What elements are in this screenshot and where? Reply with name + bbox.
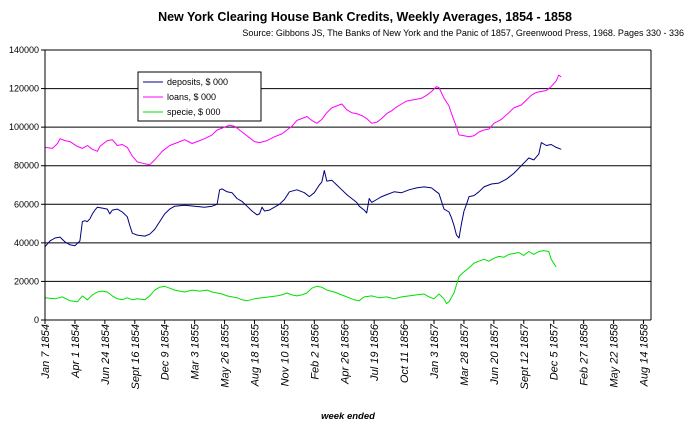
x-tick-label: Jun 20 1857 [489, 323, 501, 385]
chart-subtitle: Source: Gibbons JS, The Banks of New Yor… [242, 28, 684, 38]
x-tick-label: Mar 28 1857 [459, 323, 471, 386]
x-tick-label: Jun 24 1854 [100, 324, 112, 386]
x-tick-label: Dec 5 1857 [549, 323, 561, 380]
plot-area [44, 49, 652, 321]
x-tick-label: Feb 2 1856 [309, 323, 321, 380]
x-tick-label: Aug 14 1858 [639, 323, 651, 387]
x-tick-label: Aug 18 1855 [249, 323, 261, 387]
legend-box [137, 71, 262, 122]
y-tick-label: 20000 [14, 276, 39, 286]
legend-entry: loans, $ 000 [167, 92, 216, 102]
y-tick-label: 40000 [14, 238, 39, 248]
x-tick-label: Sept 12 1857 [519, 323, 531, 389]
x-tick-label: Jan 3 1857 [429, 323, 441, 379]
y-axis-ticks: 0 20000 40000 60000 80000 100000 120000 140000 [9, 45, 45, 325]
y-tick-label: 120000 [9, 84, 39, 94]
x-tick-label: Jan 7 1854 [40, 324, 52, 379]
series-line-2 [44, 250, 557, 305]
legend: deposits, $ 000 loans, $ 000 specie, $ 000 [137, 71, 262, 122]
x-tick-label: Oct 11 1856 [399, 323, 411, 383]
x-tick-label: Nov 10 1855 [279, 323, 291, 386]
series-lines [44, 74, 562, 305]
series-line-0 [44, 142, 562, 248]
x-tick-label: May 22 1858 [609, 323, 621, 387]
x-axis-ticks: Jan 7 1854 Apr 1 1854 Jun 24 1854 Sept 16 1… [40, 320, 651, 389]
y-tick-label: 0 [34, 315, 39, 325]
legend-entry: specie, $ 000 [167, 107, 221, 117]
series-line-1 [44, 74, 562, 166]
y-tick-label: 80000 [14, 161, 39, 171]
x-tick-label: May 26 1855 [220, 323, 232, 387]
x-tick-label: Mar 3 1855 [190, 323, 202, 380]
y-tick-label: 60000 [14, 199, 39, 209]
x-tick-label: Dec 9 1854 [160, 324, 172, 380]
y-tick-label: 140000 [9, 45, 39, 55]
y-tick-label: 100000 [9, 122, 39, 132]
x-tick-label: Feb 27 1858 [579, 323, 591, 386]
x-axis-label: week ended [321, 411, 375, 422]
x-tick-label: Sept 16 1854 [130, 324, 142, 389]
x-tick-label: Jul 19 1856 [369, 323, 381, 382]
x-tick-label: Apr 26 1856 [339, 323, 351, 385]
legend-items: deposits, $ 000 loans, $ 000 specie, $ 000 [143, 77, 228, 117]
chart-title: New York Clearing House Bank Credits, We… [158, 10, 572, 24]
x-tick-label: Apr 1 1854 [70, 324, 82, 379]
legend-entry: deposits, $ 000 [167, 77, 228, 87]
